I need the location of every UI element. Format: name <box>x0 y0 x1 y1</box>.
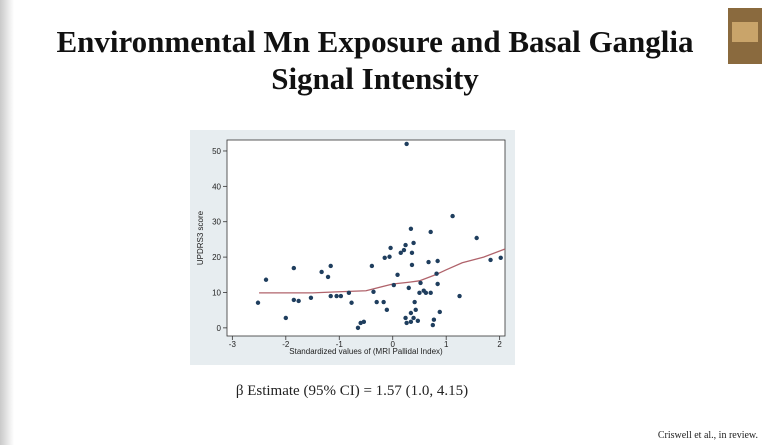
point <box>371 289 376 294</box>
point <box>381 299 386 305</box>
point <box>255 300 261 305</box>
point <box>411 315 416 321</box>
point <box>498 255 503 261</box>
point <box>401 247 407 253</box>
point <box>435 281 440 287</box>
point <box>408 310 414 316</box>
y-axis-label: UPDRS3 score <box>196 210 205 265</box>
point <box>346 290 352 296</box>
point <box>355 325 361 331</box>
y-tick-label: 30 <box>212 218 221 227</box>
point <box>387 254 392 259</box>
point <box>434 271 439 276</box>
point <box>349 300 354 305</box>
point <box>361 319 367 325</box>
point <box>404 320 409 326</box>
slide-title: Signal Intensity <box>271 61 479 96</box>
x-tick-label: 0 <box>391 340 396 349</box>
point <box>431 317 437 322</box>
x-tick-label: 1 <box>444 340 449 349</box>
point <box>409 250 415 256</box>
plot-area <box>226 139 506 337</box>
point <box>413 307 418 313</box>
point <box>308 295 314 300</box>
point <box>374 299 379 305</box>
citation: Criswell et al., in review. <box>658 430 758 441</box>
x-tick-label: -1 <box>336 340 344 349</box>
point <box>411 240 416 246</box>
caption: β Estimate (95% CI) = 1.57 (1.0, 4.15) <box>236 383 468 399</box>
point <box>296 298 301 304</box>
point <box>391 282 396 288</box>
point <box>418 280 423 286</box>
point <box>408 319 414 325</box>
point <box>328 263 333 269</box>
point <box>423 290 429 296</box>
y-tick-label: 40 <box>212 182 221 191</box>
point <box>334 293 339 299</box>
fit-line <box>259 248 506 294</box>
point <box>325 274 331 280</box>
point <box>437 309 442 315</box>
point <box>409 262 415 268</box>
point <box>404 141 409 147</box>
point <box>398 250 403 256</box>
point <box>450 213 455 219</box>
point <box>291 265 297 271</box>
point <box>384 307 390 313</box>
point <box>406 285 411 291</box>
point <box>426 259 431 265</box>
point <box>403 242 408 248</box>
y-tick-label: 10 <box>212 288 221 297</box>
point <box>338 293 344 299</box>
plot: 0 10 20 30 40 50 -3 -2 -1 0 1 2 <box>212 141 506 349</box>
point <box>382 255 387 261</box>
point <box>395 272 400 277</box>
x-axis-label: Standardized values of (MRI Pallidal Ind… <box>289 347 443 356</box>
point <box>263 277 269 282</box>
point <box>474 235 479 241</box>
slide-title: Environmental Mn Exposure and Basal Gang… <box>56 24 694 59</box>
point <box>369 263 375 269</box>
point <box>291 297 297 303</box>
y-tick-label: 0 <box>217 324 222 333</box>
y-tick-label: 50 <box>212 147 221 156</box>
x-tick-label: -2 <box>282 340 290 349</box>
point <box>412 299 417 305</box>
x-tick-label: 2 <box>497 340 502 349</box>
point <box>430 322 436 328</box>
point <box>408 226 414 232</box>
point <box>428 290 433 296</box>
point <box>403 315 408 321</box>
video-thumbnail-detail <box>732 22 758 42</box>
point <box>435 258 440 264</box>
point <box>319 269 324 275</box>
point <box>488 257 493 263</box>
point <box>415 318 421 323</box>
point <box>428 229 433 235</box>
point <box>457 293 462 299</box>
point <box>388 245 393 251</box>
point <box>328 293 333 299</box>
x-tick-label: -3 <box>229 340 237 349</box>
y-tick-label: 20 <box>212 253 221 262</box>
slide-shadow <box>0 0 14 445</box>
point <box>417 290 422 296</box>
point <box>283 315 289 321</box>
